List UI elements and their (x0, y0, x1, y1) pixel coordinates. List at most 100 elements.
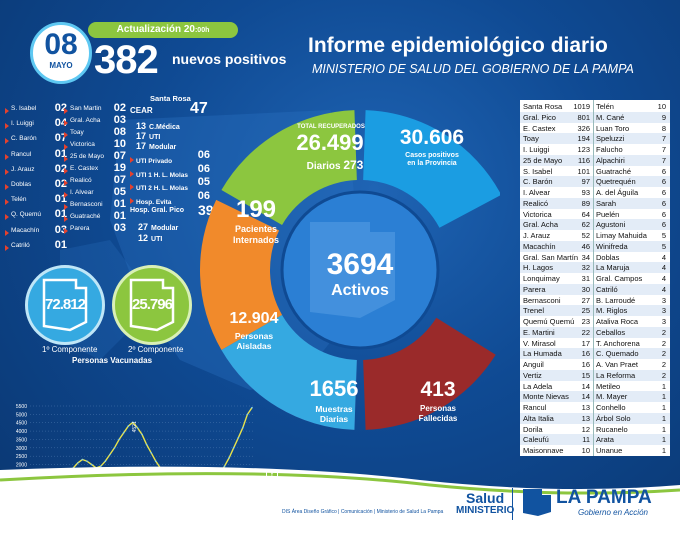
locality-value: 5 (661, 231, 666, 240)
city-value: 07 (54, 132, 67, 145)
locality-name: Toay (523, 134, 539, 144)
facebook-icon[interactable]: f (266, 470, 278, 482)
locality-name: Macachín (523, 241, 556, 251)
marker-icon (64, 228, 68, 234)
cear-item: 17 Modular (136, 136, 176, 151)
table-row: La Humada 16 C. Quemado 2 (520, 348, 670, 360)
locality-value: 52 (581, 231, 590, 240)
marker-icon (5, 153, 9, 160)
city-row: 25 de Mayo 07 (64, 150, 126, 164)
city-row: San Martin 02 (64, 102, 126, 116)
recovered-segment (221, 110, 357, 225)
positive-label-line2: en la Provincia (407, 160, 457, 167)
marker-icon (5, 184, 9, 190)
ministerio-label: MINISTERIO (456, 505, 515, 516)
locality-name: Vertiz (523, 370, 542, 380)
recovered-daily: Diarios 273 (300, 158, 370, 172)
locality-value: 12 (581, 424, 590, 434)
curve-point (228, 457, 230, 459)
locality-name: Alta Italia (523, 413, 554, 423)
locality-name: Lonquimay (523, 274, 560, 283)
curve-point (104, 460, 107, 462)
locality-value: 2 (661, 370, 666, 380)
pico-label: Hosp. Gral. Pico (130, 207, 185, 214)
table-row: Macachín 46 Winifreda 5 (520, 240, 670, 252)
instagram-icon[interactable] (266, 486, 278, 498)
locality-value: 6 (661, 166, 666, 176)
locality-value: 7 (661, 134, 666, 144)
table-row: Gral. San Martín 34 Doblas 4 (520, 252, 670, 263)
update-label: Actualización 20 (116, 24, 195, 35)
table-row: E. Martini 22 Ceballos 2 (520, 326, 670, 338)
city-value: 03 (54, 223, 67, 236)
locality-value: 6 (661, 177, 666, 187)
table-row: H. Lagos 32 La Maruja 4 (520, 262, 670, 274)
vaccine-first-label: 1º Componente (42, 345, 98, 354)
city-row: Bernasconi 01 (64, 198, 126, 212)
locality-name: T. Anchorena (596, 338, 640, 348)
pico-item: 12 UTI (138, 228, 162, 243)
pico-item-value: 12 (138, 233, 149, 243)
deaths-value: 413 (420, 378, 456, 401)
locality-value: 1 (661, 435, 666, 445)
city-row: I. Luiggi 04 (5, 117, 67, 131)
y-tick-label: 2000 (16, 463, 27, 469)
locality-value: 2 (661, 338, 666, 348)
locality-value: 27 (581, 295, 590, 305)
vaccine-caption: Personas Vacunadas (72, 356, 153, 365)
table-row: Gral. Acha 62 Agustoni 6 (520, 219, 670, 231)
update-time: :00h (194, 27, 210, 34)
cear-item-label: UTI (149, 134, 161, 141)
y-tick-label: 5500 (16, 404, 27, 410)
marker-icon (5, 244, 9, 251)
table-row: Anguil 16 A. Van Praet 2 (520, 359, 670, 370)
locality-value: 3 (661, 317, 666, 326)
locality-name: A. del Águila (596, 188, 639, 197)
city-name: Bernasconi (70, 201, 103, 208)
locality-value: 6 (661, 188, 666, 197)
city-row: Toay 08 (64, 126, 126, 140)
locality-name: Arata (596, 435, 614, 445)
table-row: Lonquimay 31 Gral. Campos 4 (520, 273, 670, 284)
locality-name: M. Cané (596, 112, 625, 122)
locality-value: 25 (581, 306, 590, 316)
curve-point (242, 426, 244, 429)
twitter-icon[interactable]: t (266, 502, 278, 514)
curve-point (90, 463, 93, 466)
city-name: Q. Quemú (11, 211, 41, 219)
marker-icon (130, 157, 134, 163)
locality-value: 1 (661, 403, 666, 412)
positive-segment (363, 110, 500, 228)
locality-value: 1 (661, 392, 666, 402)
locality-name: B. Larroudé (596, 295, 636, 305)
marker-icon (64, 108, 68, 114)
hospital-value: 06 (197, 189, 210, 202)
locality-name: Metileo (596, 381, 621, 391)
locality-value: 7 (661, 155, 666, 165)
locality-value: 1 (661, 424, 666, 434)
marker-icon (64, 216, 68, 222)
positive-value: 30.606 (399, 126, 465, 149)
locality-name: Gral. San Martín (523, 252, 579, 262)
locality-name: La Adela (523, 381, 553, 391)
locality-name: Victorica (523, 209, 552, 219)
city-value: 19 (113, 162, 126, 174)
city-name: E. Castex (70, 165, 99, 172)
locality-value: 10 (657, 102, 666, 111)
city-row: Realicó 07 (64, 174, 126, 188)
locality-value: 116 (578, 155, 590, 165)
locality-name: A. Van Praet (596, 360, 638, 369)
city-name: Rancul (11, 150, 32, 158)
table-row: Caleufú 11 Arata 1 (520, 434, 670, 446)
curve-point (237, 436, 240, 439)
city-value: 02 (54, 162, 67, 175)
update-badge: Actualización 20:00h (88, 22, 238, 38)
locality-value: 31 (581, 274, 590, 283)
locality-value: 8 (661, 123, 666, 133)
curve-point (81, 458, 84, 461)
locality-name: C. Barón (523, 177, 553, 187)
city-name: Macachín (11, 226, 40, 234)
curve-point (150, 452, 152, 454)
locality-name: Caleufú (523, 435, 549, 445)
